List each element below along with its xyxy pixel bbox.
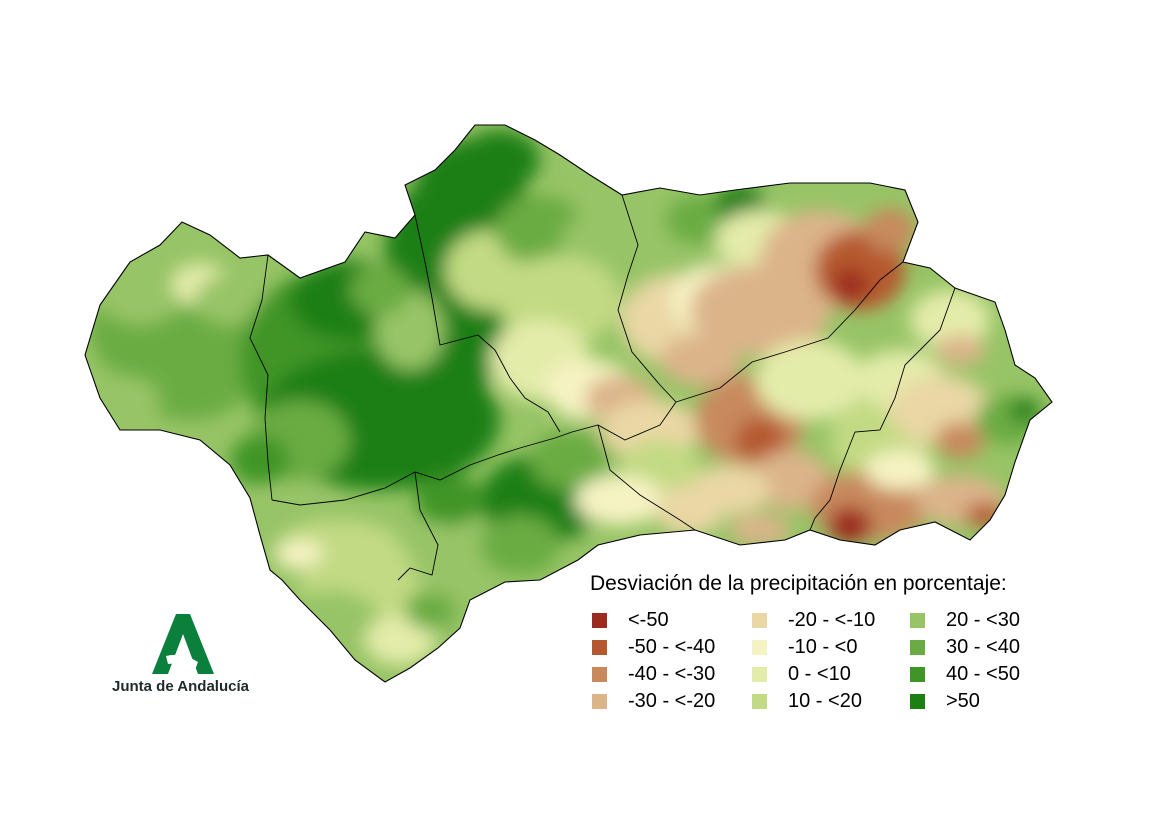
anomaly-patch [865,450,935,490]
legend-label: 40 - <50 [946,662,1020,685]
anomaly-patch [85,375,160,425]
legend-swatch [752,639,767,655]
legend-swatch [752,612,767,628]
legend-swatch [910,693,925,709]
anomaly-patch [480,515,560,575]
legend-title: Desviación de la precipitación en porcen… [590,572,1007,595]
anomaly-patch [195,275,265,325]
anomaly-patch [530,430,610,490]
legend-label: 20 - <30 [946,608,1020,631]
legend-item: 20 - <30 [910,608,1020,631]
legend-label: 10 - <20 [788,689,862,712]
legend-label: -20 - <-10 [788,608,876,631]
legend-item: -40 - <-30 [592,662,716,685]
legend-item: -10 - <0 [752,635,858,658]
legend-item: <-50 [592,608,669,631]
anomaly-patch [1010,398,1040,422]
boundary-cadiz-malaga [397,471,439,581]
boundary-sevilla-cadiz-malaga [271,431,573,506]
legend-swatch [592,666,607,682]
boundary-malaga-granada [597,424,696,531]
legend-item: -20 - <-10 [752,608,876,631]
legend-swatch [910,612,925,628]
anomaly-patch [750,450,830,510]
legend-item: 10 - <20 [752,689,862,712]
anomaly-patch [350,265,410,315]
anomaly-patch [405,590,455,630]
legend-label: -50 - <-40 [628,635,716,658]
anomaly-patch [275,540,325,570]
anomaly-patch [95,255,185,325]
legend-swatch [592,639,607,655]
boundary-granada-almeria [809,287,956,531]
anomaly-patch [935,335,985,365]
legend-swatch [910,666,925,682]
legend-label: -30 - <-20 [628,689,716,712]
anomaly-patch [575,475,665,525]
anomaly-patch [735,418,785,462]
anomaly-patch [415,475,485,525]
anomaly-patch [865,208,915,252]
anomaly-patch [832,269,868,301]
anomaly-patch [460,130,540,190]
anomaly-patch [910,290,990,350]
anomaly-patch [730,515,790,545]
boundary-huelva-sevilla [249,254,273,501]
anomaly-patch [935,422,985,458]
legend-item: -50 - <-40 [592,635,716,658]
legend-label: >50 [946,689,980,712]
legend-label: 0 - <10 [788,662,851,685]
boundary-cordoba-jaen [617,194,677,403]
legend-item: 30 - <40 [910,635,1020,658]
boundary-cordoba-granada [571,401,677,441]
anomaly-patch [280,590,380,650]
legend-swatch [752,666,767,682]
legend-label: -10 - <0 [788,635,858,658]
legend-item: 0 - <10 [752,662,851,685]
legend-item: -30 - <-20 [592,689,716,712]
boundary-jaen-granada [675,261,904,403]
legend-label: -40 - <-30 [628,662,716,685]
legend-swatch [752,693,767,709]
legend-item: >50 [910,689,980,712]
junta-logo-mark-icon [152,614,214,674]
legend-label: <-50 [628,608,669,631]
legend-swatch [910,639,925,655]
anomaly-patch [365,615,435,665]
anomaly-patch [828,507,872,543]
legend-swatch [592,612,607,628]
legend-item: 40 - <50 [910,662,1020,685]
boundary-sevilla-cordoba [414,214,561,433]
legend-swatch [592,693,607,709]
anomaly-patch [965,503,1005,527]
anomaly-patch [655,485,725,535]
province-boundaries [249,194,956,581]
junta-logo-text: Junta de Andalucía [112,678,249,695]
junta-logo: Junta de Andalucía [112,612,262,702]
anomaly-patch [230,435,290,485]
anomaly-patch [755,340,865,420]
legend-label: 30 - <40 [946,635,1020,658]
anomaly-patch [660,335,740,385]
